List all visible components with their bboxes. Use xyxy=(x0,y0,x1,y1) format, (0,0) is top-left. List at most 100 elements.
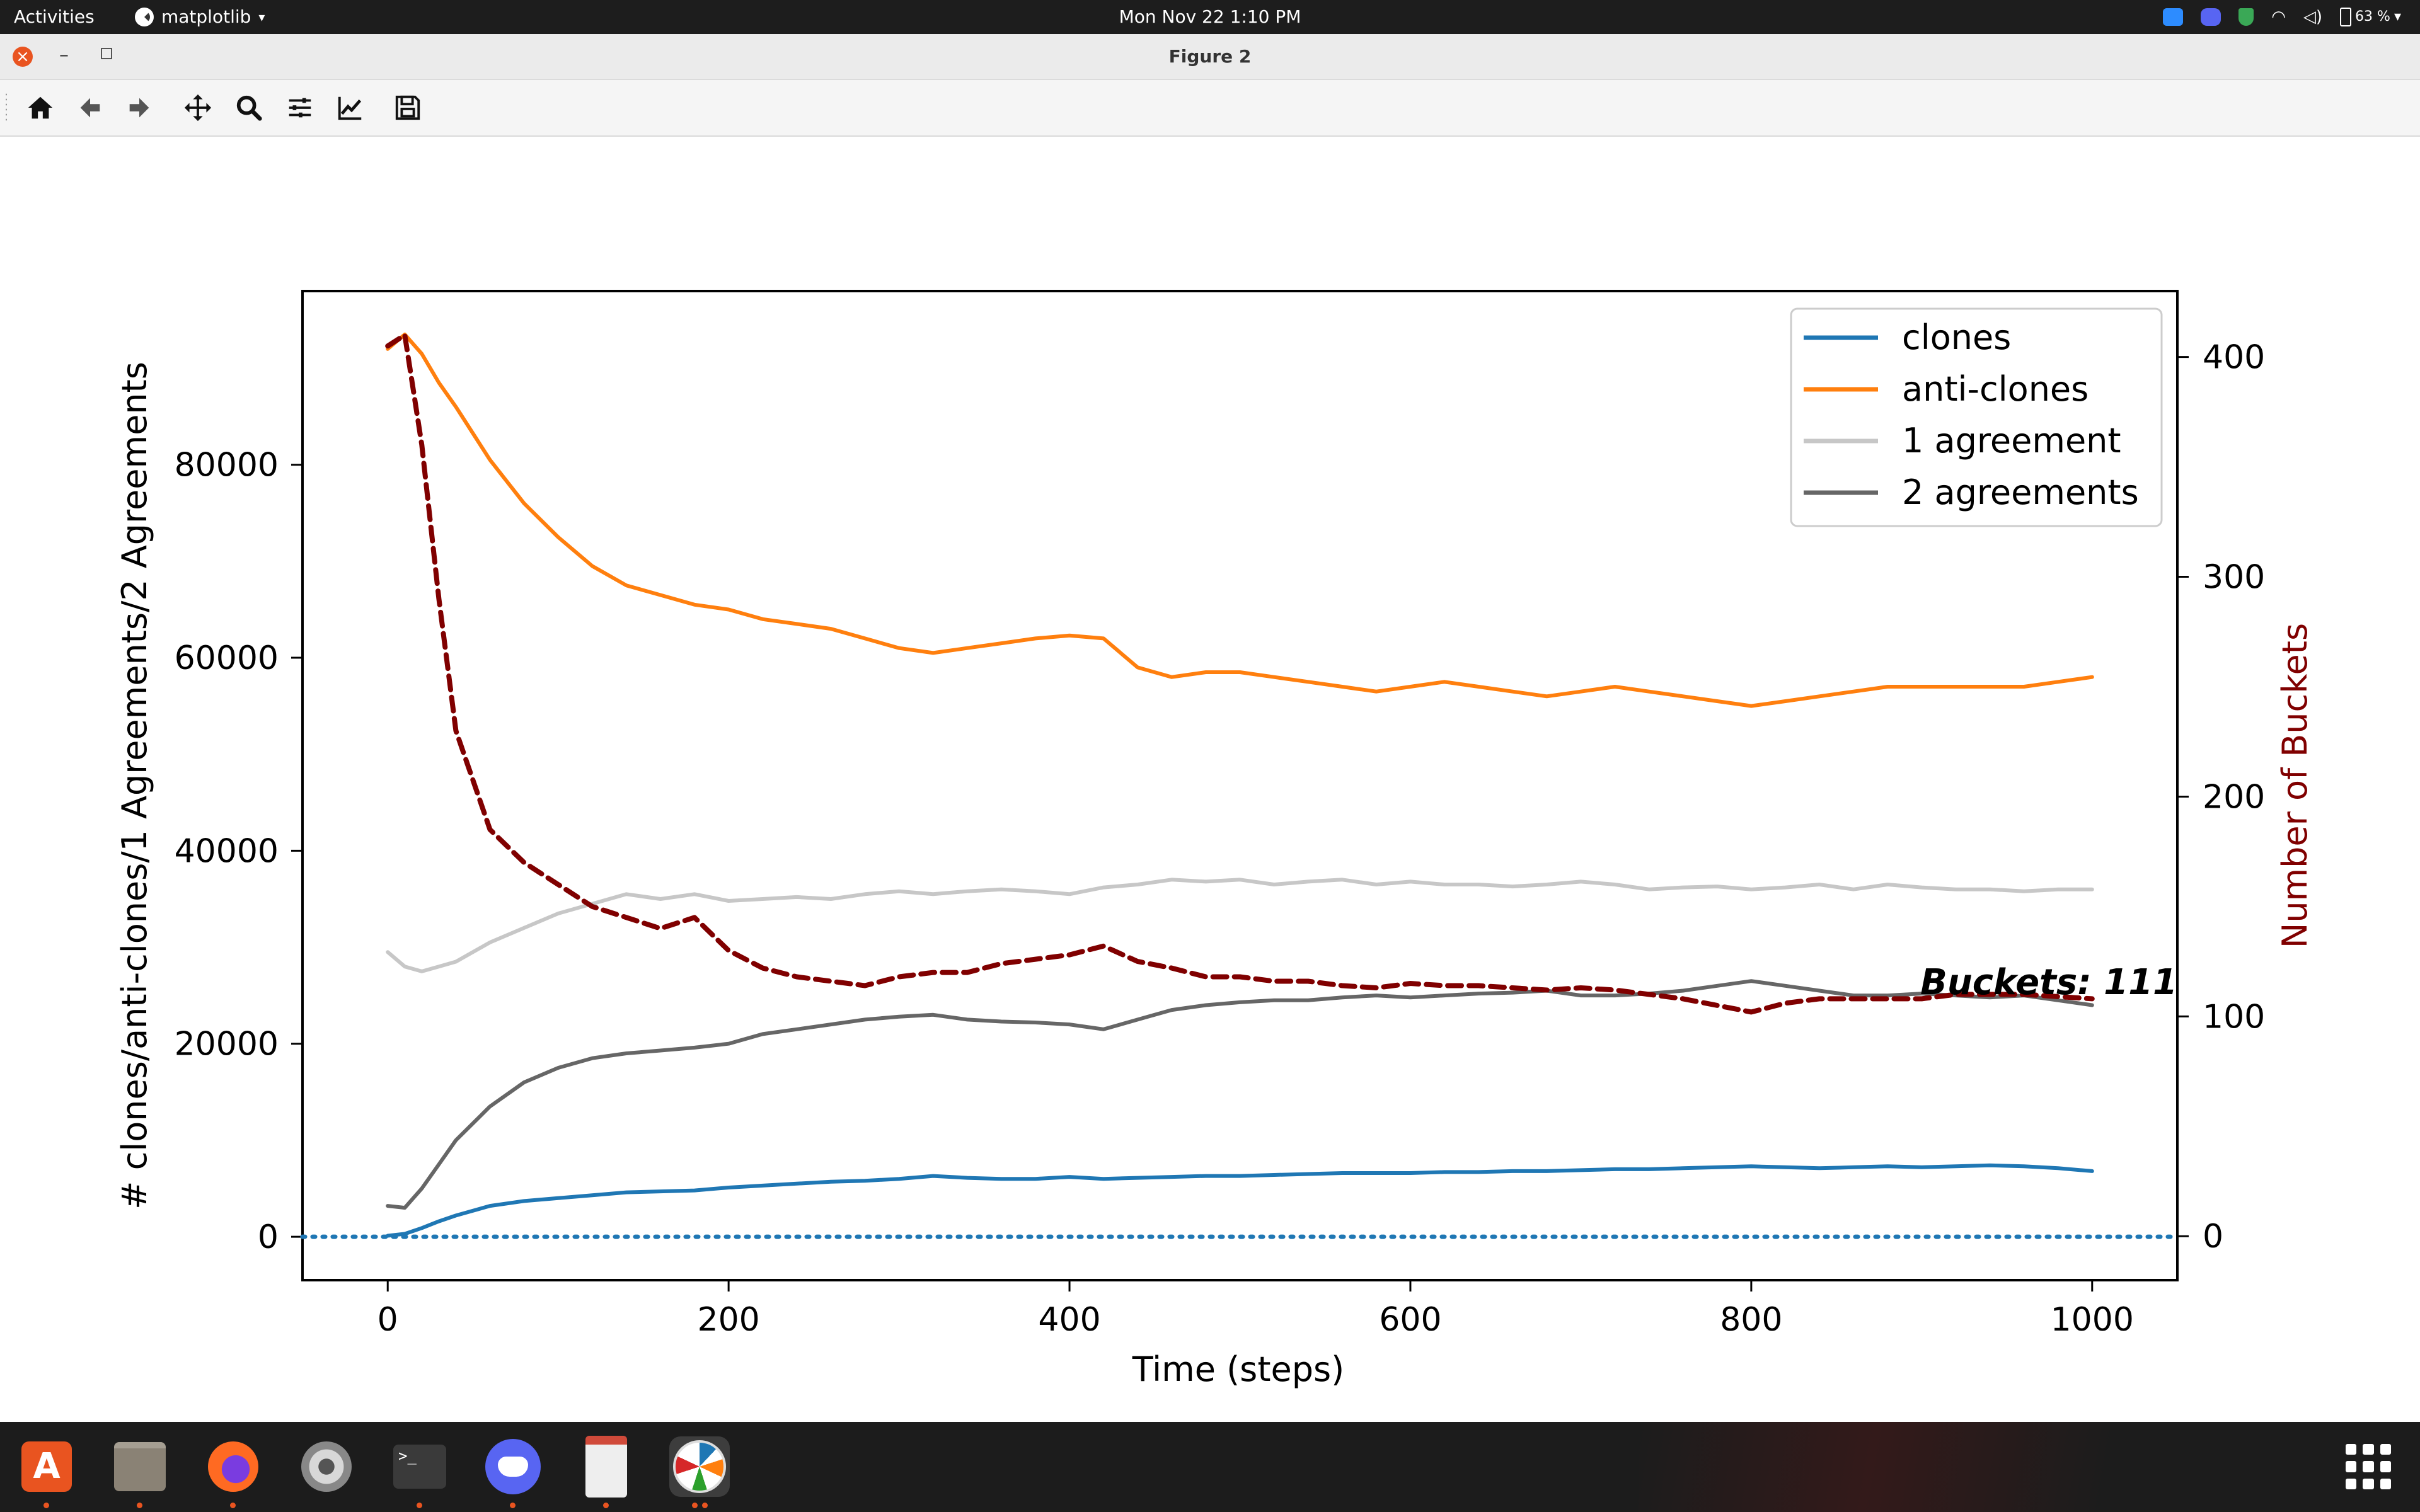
firefox-icon xyxy=(208,1441,258,1492)
chart-svg[interactable]: 0 200 400 600 800 1000 0 20000 40000 60000 80000 0 1… xyxy=(0,137,2420,1422)
running-indicator xyxy=(137,1503,142,1508)
figure-canvas[interactable]: 0 200 400 600 800 1000 0 20000 40000 60000 80000 0 1… xyxy=(0,137,2420,1422)
volume-icon[interactable]: ◁) xyxy=(2303,8,2323,26)
dock-app-software[interactable]: A xyxy=(16,1436,77,1497)
software-store-icon: A xyxy=(21,1441,72,1492)
battery-indicator[interactable]: 63 % ▾ xyxy=(2340,5,2401,29)
legend: clones anti-clones 1 agreement 2 agreeme… xyxy=(1790,307,2163,527)
home-icon xyxy=(28,96,53,119)
pan-icon xyxy=(184,94,212,122)
running-indicator xyxy=(230,1503,236,1508)
terminal-icon: >_ xyxy=(393,1445,446,1489)
discord-face xyxy=(498,1457,528,1477)
caret-down-icon: ▾ xyxy=(258,9,265,25)
legend-box xyxy=(1790,307,2163,527)
dock-app-document-viewer[interactable] xyxy=(576,1436,637,1498)
left-y-tick-label: 20000 xyxy=(175,1026,279,1063)
zoom-button[interactable] xyxy=(231,89,267,126)
dock-app-settings[interactable] xyxy=(296,1436,357,1497)
back-arrow-icon xyxy=(80,98,100,118)
clock[interactable]: Mon Nov 22 1:10 PM xyxy=(1119,6,1301,27)
edit-axes-button[interactable] xyxy=(332,89,369,126)
left-y-tick-label: 0 xyxy=(258,1218,279,1256)
series-line-2-agreements xyxy=(386,979,2094,1210)
maximize-window-button[interactable] xyxy=(101,48,112,59)
legend-label-anti-clones: anti-clones xyxy=(1902,369,2089,409)
zoom-tray-icon[interactable] xyxy=(2163,8,2184,26)
toolbar-grip xyxy=(5,92,8,123)
app-menu[interactable]: matplotlib ▾ xyxy=(135,5,265,29)
battery-icon xyxy=(2340,8,2352,26)
folder-icon xyxy=(114,1442,166,1491)
right-y-axis-label: Number of Buckets xyxy=(2275,623,2315,948)
back-button[interactable] xyxy=(72,89,108,126)
home-button[interactable] xyxy=(22,89,59,126)
discord-icon xyxy=(485,1439,541,1494)
legend-label-two-agreements: 2 agreements xyxy=(1902,472,2139,512)
matplotlib-logo-icon xyxy=(673,1440,726,1493)
dock-app-discord[interactable] xyxy=(483,1436,543,1497)
series-line-anti-clones xyxy=(386,332,2094,708)
close-window-button[interactable]: × xyxy=(13,47,33,67)
window-titlebar xyxy=(0,34,2420,80)
activities-button[interactable]: Activities xyxy=(14,6,95,27)
left-y-tick-label: 40000 xyxy=(175,832,279,870)
right-y-tick-label: 400 xyxy=(2203,339,2265,377)
dock-app-terminal[interactable]: >_ xyxy=(389,1436,450,1497)
discord-tray-icon[interactable] xyxy=(2201,8,2221,26)
running-indicator xyxy=(692,1503,698,1508)
axes-frame xyxy=(301,290,2179,1281)
running-indicator xyxy=(510,1503,516,1508)
configure-subplots-icon xyxy=(289,98,311,118)
pan-button[interactable] xyxy=(180,89,216,126)
running-indicator xyxy=(603,1503,609,1508)
x-tick-label: 800 xyxy=(1720,1301,1782,1339)
wifi-icon[interactable]: ◠ xyxy=(2271,8,2286,26)
dock-app-firefox[interactable] xyxy=(203,1436,263,1497)
window-title: Figure 2 xyxy=(1168,46,1252,67)
legend-label-clones: clones xyxy=(1902,318,2011,357)
running-indicator xyxy=(43,1503,49,1508)
battery-label: 63 % xyxy=(2355,9,2390,25)
x-tick-label: 200 xyxy=(698,1301,760,1339)
system-tray[interactable]: ◠ ◁) 63 % ▾ xyxy=(2163,5,2401,29)
right-y-tick-label: 200 xyxy=(2203,778,2265,816)
x-tick-label: 1000 xyxy=(2051,1301,2134,1339)
caret-down-icon: ▾ xyxy=(2394,9,2401,25)
show-applications-button[interactable] xyxy=(2346,1444,2391,1489)
app-menu-label: matplotlib xyxy=(161,6,251,27)
x-tick-label: 600 xyxy=(1379,1301,1441,1339)
buckets-annotation: Buckets: 111 xyxy=(1920,962,2177,1003)
dock-app-files[interactable] xyxy=(110,1436,170,1497)
matplotlib-icon xyxy=(135,8,154,26)
x-axis-label: Time (steps) xyxy=(1132,1349,1344,1389)
legend-label-one-agreement: 1 agreement xyxy=(1902,421,2121,461)
configure-subplots-button[interactable] xyxy=(282,89,318,126)
minimize-icon: – xyxy=(59,44,69,66)
wallpaper-strip xyxy=(1639,1422,2420,1512)
minimize-window-button[interactable]: – xyxy=(59,44,69,66)
forward-arrow-icon xyxy=(129,98,149,118)
edit-axes-icon xyxy=(338,96,362,120)
top-bar: Activities matplotlib ▾ Mon Nov 22 1:10 … xyxy=(0,0,2420,34)
x-tick-label: 0 xyxy=(377,1301,398,1339)
forward-button[interactable] xyxy=(121,89,158,126)
left-y-tick-label: 80000 xyxy=(175,447,279,484)
right-y-tick-label: 0 xyxy=(2203,1218,2223,1256)
close-icon: × xyxy=(16,47,30,66)
running-indicator xyxy=(702,1503,708,1508)
left-y-axis-label: # clones/anti-clones/1 Agreements/2 Agre… xyxy=(115,362,154,1210)
right-y-tick-label: 100 xyxy=(2203,998,2265,1036)
series-line-1-agreement xyxy=(386,878,2094,973)
left-y-tick-label: 60000 xyxy=(175,639,279,677)
series-line-buckets xyxy=(385,332,2095,1015)
series-line-clones xyxy=(386,1163,2094,1238)
save-figure-button[interactable] xyxy=(389,89,426,126)
dock-app-matplotlib[interactable] xyxy=(669,1436,730,1497)
document-viewer-icon xyxy=(585,1436,627,1498)
x-tick-label: 400 xyxy=(1038,1301,1100,1339)
shield-tray-icon[interactable] xyxy=(2238,8,2254,26)
right-y-tick-label: 300 xyxy=(2203,559,2265,597)
settings-gear-icon xyxy=(301,1441,352,1492)
zoom-icon xyxy=(236,95,262,121)
